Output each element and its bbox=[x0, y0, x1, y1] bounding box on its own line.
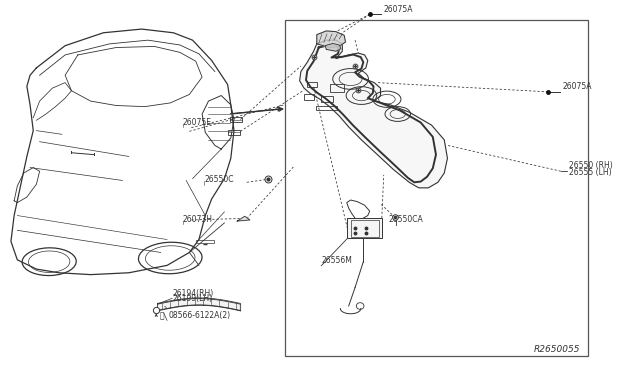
Text: 26550CA: 26550CA bbox=[389, 215, 424, 224]
Text: 26550C: 26550C bbox=[204, 175, 234, 184]
Polygon shape bbox=[300, 40, 447, 188]
Bar bbox=[307, 81, 317, 87]
Bar bbox=[330, 84, 344, 92]
Text: 26555 (LH): 26555 (LH) bbox=[568, 168, 611, 177]
Text: 08566-6122A(2): 08566-6122A(2) bbox=[168, 311, 230, 320]
Polygon shape bbox=[317, 31, 346, 48]
Text: Ⓢ: Ⓢ bbox=[159, 311, 164, 320]
Text: 26556M: 26556M bbox=[321, 256, 352, 265]
Text: 26199(LH): 26199(LH) bbox=[172, 294, 212, 304]
Polygon shape bbox=[325, 44, 341, 51]
Polygon shape bbox=[237, 216, 250, 221]
Text: 26075A: 26075A bbox=[562, 82, 591, 91]
Text: 26194(RH): 26194(RH) bbox=[172, 289, 213, 298]
Bar bbox=[348, 218, 383, 238]
Bar bbox=[316, 106, 337, 110]
Text: 26075E: 26075E bbox=[183, 118, 212, 127]
Bar bbox=[321, 96, 333, 102]
Bar bbox=[230, 117, 243, 122]
Text: R2650055: R2650055 bbox=[534, 345, 580, 354]
Bar bbox=[228, 130, 241, 135]
Text: 26550 (RH): 26550 (RH) bbox=[568, 161, 612, 170]
Bar bbox=[351, 220, 379, 237]
Text: 26075A: 26075A bbox=[384, 4, 413, 13]
Bar bbox=[196, 240, 214, 243]
Text: 26073H: 26073H bbox=[183, 215, 213, 224]
Bar bbox=[304, 94, 314, 100]
Bar bbox=[285, 20, 588, 356]
